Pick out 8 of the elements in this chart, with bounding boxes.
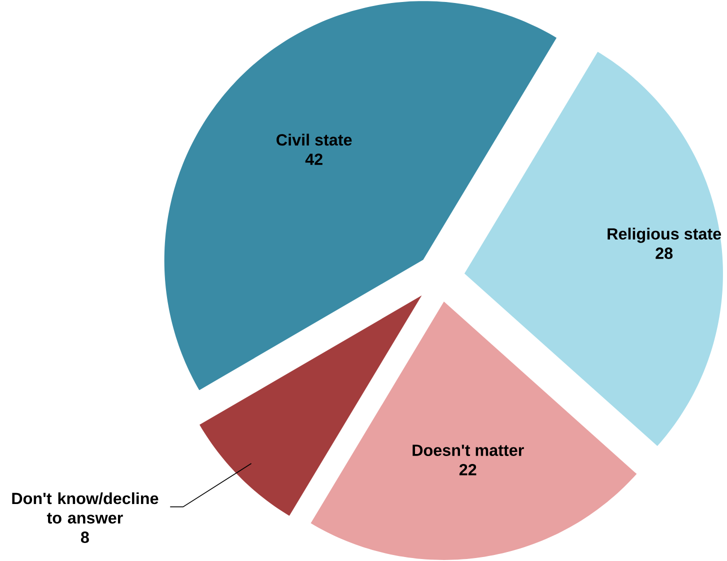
data-label: 8 (80, 532, 89, 543)
slice-label: Don't know/decline to answer (12, 492, 158, 524)
data-label: 28 (656, 248, 673, 259)
slice-label: Civil state (276, 134, 352, 146)
slice-label: Doesn't matter (412, 444, 524, 456)
data-label: 42 (305, 154, 322, 165)
slice-label: Religious state (608, 228, 722, 243)
data-label: 22 (459, 464, 476, 476)
